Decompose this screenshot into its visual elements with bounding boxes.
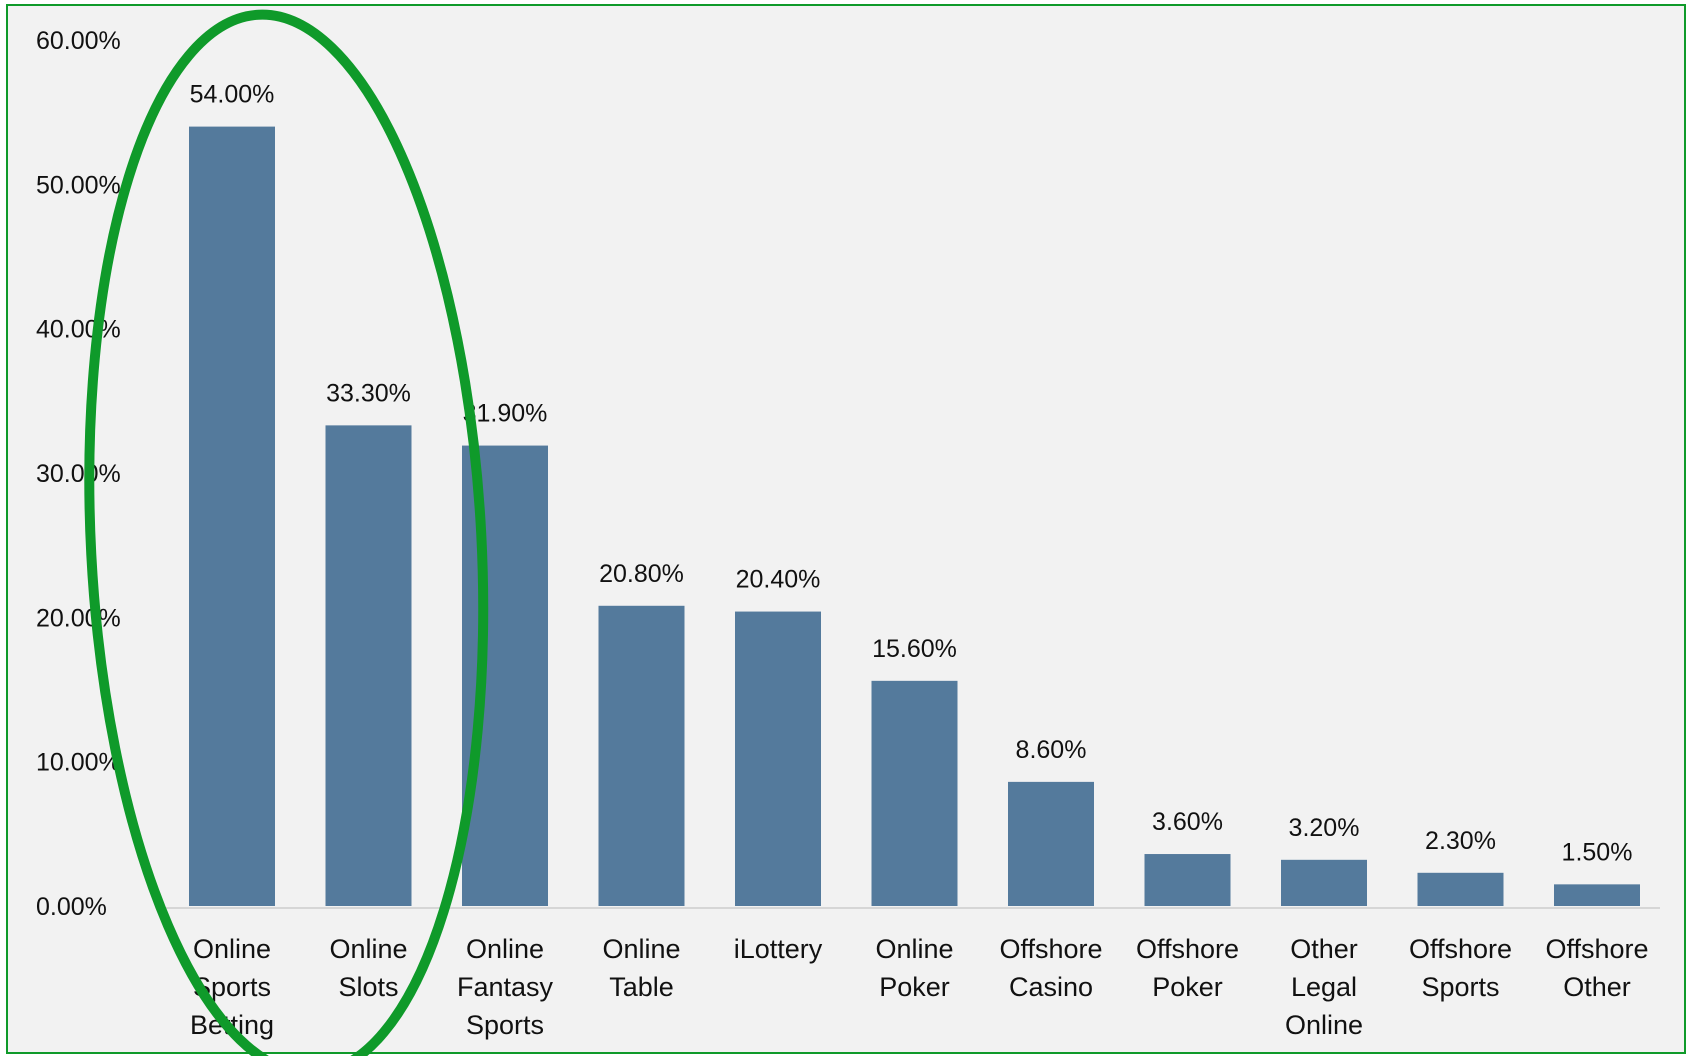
category-label-line: Sports [466,1010,544,1040]
y-axis: 0.00% 10.00% 20.00% 30.00% 40.00% 50.00% 60.00… [36,27,121,921]
bar [1417,872,1504,906]
category-label-line: iLottery [734,934,823,964]
category-label-line: Sports [1421,972,1499,1002]
bar [735,611,821,906]
data-label: 54.00% [190,81,275,109]
category-label-line: Offshore [1409,934,1512,964]
bar [871,680,958,906]
highlight-ellipse [84,9,489,1056]
category-label-line: Offshore [1136,934,1239,964]
bar [325,425,412,906]
y-tick-label: 20.00% [36,604,121,632]
category-label-line: Offshore [999,934,1102,964]
category-label: Other Legal Online [1285,934,1363,1040]
category-label-line: Casino [1009,972,1093,1002]
bar [189,126,275,907]
y-tick-label: 40.00% [36,316,121,344]
category-label: Online Slots [329,934,407,1002]
data-label: 15.60% [872,635,957,663]
category-label: Online Fantasy Sports [457,934,554,1040]
category-label: Offshore Other [1545,934,1648,1002]
category-label-line: Online [329,934,407,964]
y-tick-label: 30.00% [36,460,121,488]
bar [1008,781,1094,906]
y-tick-label: 60.00% [36,27,121,55]
chart-frame: 0.00% 10.00% 20.00% 30.00% 40.00% 50.00% 60.00… [6,4,1686,1056]
data-label: 3.60% [1152,808,1223,836]
bar-chart: 0.00% 10.00% 20.00% 30.00% 40.00% 50.00% 60.00… [36,9,1660,1056]
category-label-line: Online [875,934,953,964]
bar [462,445,548,906]
y-tick-label: 10.00% [36,749,121,777]
category-label: Online Poker [875,934,953,1002]
data-label: 3.20% [1289,814,1360,842]
bar [1554,884,1640,906]
category-label-line: Fantasy [457,972,554,1002]
data-label: 8.60% [1016,736,1087,764]
data-label: 33.30% [326,379,411,407]
y-tick-label: 50.00% [36,171,121,199]
data-label: 2.30% [1425,827,1496,855]
category-label: Offshore Poker [1136,934,1239,1002]
category-label-line: Slots [338,972,398,1002]
category-label: Online Table [602,934,680,1002]
data-label: 31.90% [463,400,548,428]
y-tick-label: 0.00% [36,893,107,921]
data-label: 1.50% [1562,838,1633,866]
category-label: iLottery [734,934,823,964]
bars [189,126,1640,907]
data-label: 20.80% [599,560,684,588]
category-label-line: Legal [1291,972,1357,1002]
category-label: Offshore Casino [999,934,1102,1002]
category-label-line: Poker [879,972,950,1002]
category-label-line: Online [193,934,271,964]
data-label: 20.40% [736,566,821,594]
category-label-line: Other [1563,972,1631,1002]
category-label-line: Online [1285,1010,1363,1040]
category-label-line: Online [602,934,680,964]
bar [598,605,685,906]
category-label-line: Offshore [1545,934,1648,964]
bar [1144,854,1231,906]
category-label: Offshore Sports [1409,934,1512,1002]
category-label-line: Other [1290,934,1358,964]
category-label-line: Online [466,934,544,964]
bar [1281,859,1367,906]
category-label-line: Poker [1152,972,1223,1002]
category-label-line: Table [609,972,674,1002]
data-labels: 54.00% 33.30% 31.90% 20.80% 20.40% 15.60% 8.60… [190,81,1633,867]
